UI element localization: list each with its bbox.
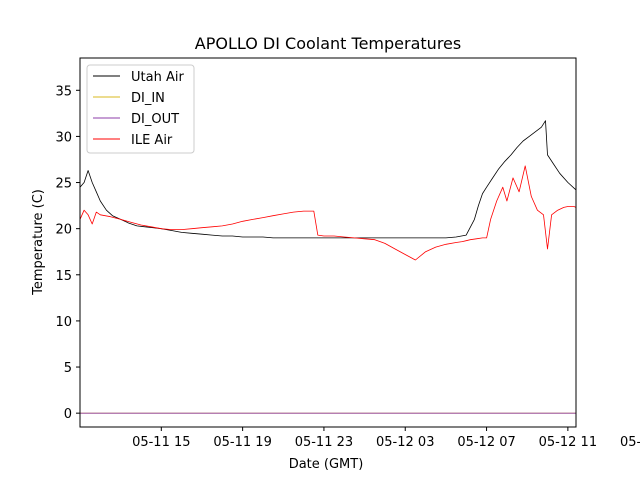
legend-label: DI_OUT (131, 112, 179, 127)
y-tick-label: 0 (64, 407, 72, 422)
y-tick-label: 10 (55, 315, 72, 330)
x-tick-label: 05-12 03 (376, 435, 434, 450)
legend: Utah Air DI_IN DI_OUT ILE Air (86, 64, 195, 154)
x-tick-label: 05-11 15 (132, 435, 190, 450)
y-tick-label: 5 (64, 361, 72, 376)
legend-label: Utah Air (131, 70, 184, 85)
y-axis-title: Temperature (C) (31, 189, 46, 296)
y-tick-label: 20 (55, 223, 72, 238)
series-layer (80, 120, 576, 414)
y-tick-label: 35 (55, 84, 72, 99)
chart-title: APOLLO DI Coolant Temperatures (195, 34, 461, 53)
x-tick-label: 05-12 15 (620, 435, 640, 450)
y-axis: 0 5 10 15 20 25 30 35 (55, 84, 80, 422)
x-axis: 05-11 15 05-11 19 05-11 23 05-12 03 05-12 07… (132, 427, 640, 450)
y-tick-label: 15 (55, 269, 72, 284)
legend-box (86, 64, 195, 154)
y-tick-label: 25 (55, 177, 72, 192)
x-axis-title: Date (GMT) (289, 457, 364, 472)
legend-label: ILE Air (131, 133, 173, 148)
legend-label: DI_IN (131, 91, 165, 106)
x-tick-label: 05-11 23 (295, 435, 353, 450)
y-tick-label: 30 (55, 130, 72, 145)
axes-frame (79, 57, 577, 428)
x-tick-label: 05-12 11 (539, 435, 597, 450)
series-line-utah-air (80, 120, 576, 239)
x-tick-label: 05-11 19 (213, 435, 271, 450)
series-line-ile-air (80, 165, 576, 261)
x-tick-label: 05-12 07 (457, 435, 515, 450)
